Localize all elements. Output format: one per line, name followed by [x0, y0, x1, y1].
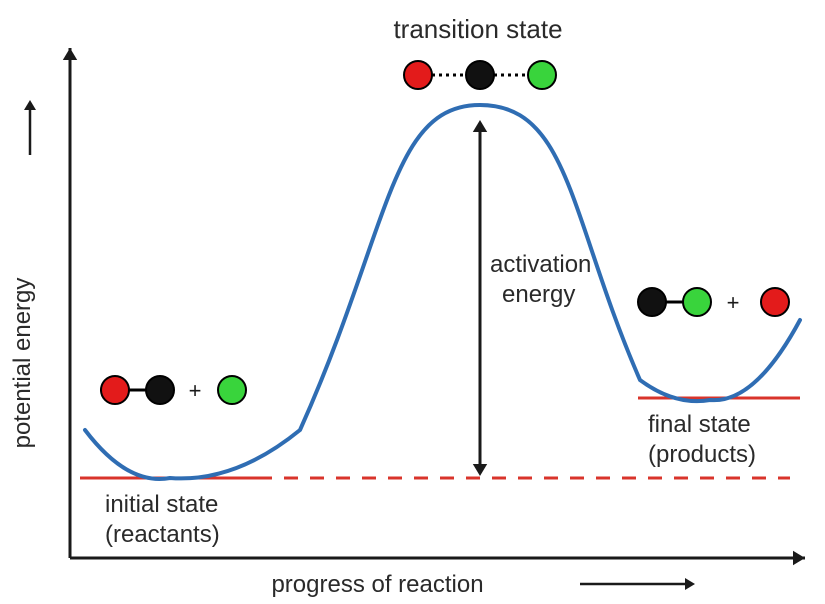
initial-state-label-1: initial state — [105, 491, 218, 518]
product-atom-red — [761, 288, 789, 316]
transition-state-label: transition state — [393, 14, 562, 44]
initial-state-label-2: (reactants) — [105, 521, 220, 548]
diagram-svg: potential energy progress of reaction acti… — [0, 0, 825, 604]
transition-atom-black — [466, 61, 494, 89]
final-state-label-2: (products) — [648, 441, 756, 468]
x-axis-label: progress of reaction — [271, 571, 483, 598]
activation-label-2: energy — [502, 281, 575, 308]
transition-atom-red — [404, 61, 432, 89]
product-plus: + — [727, 290, 740, 315]
y-axis-label: potential energy — [9, 278, 36, 449]
product-atom-green — [683, 288, 711, 316]
reactant-atom-black — [146, 376, 174, 404]
transition-atom-green — [528, 61, 556, 89]
final-state-label-1: final state — [648, 411, 751, 438]
reactant-plus: + — [189, 378, 202, 403]
energy-diagram: potential energy progress of reaction acti… — [0, 0, 825, 604]
activation-label-1: activation — [490, 251, 591, 278]
reactant-atom-green — [218, 376, 246, 404]
reactant-atom-red — [101, 376, 129, 404]
product-atom-black — [638, 288, 666, 316]
